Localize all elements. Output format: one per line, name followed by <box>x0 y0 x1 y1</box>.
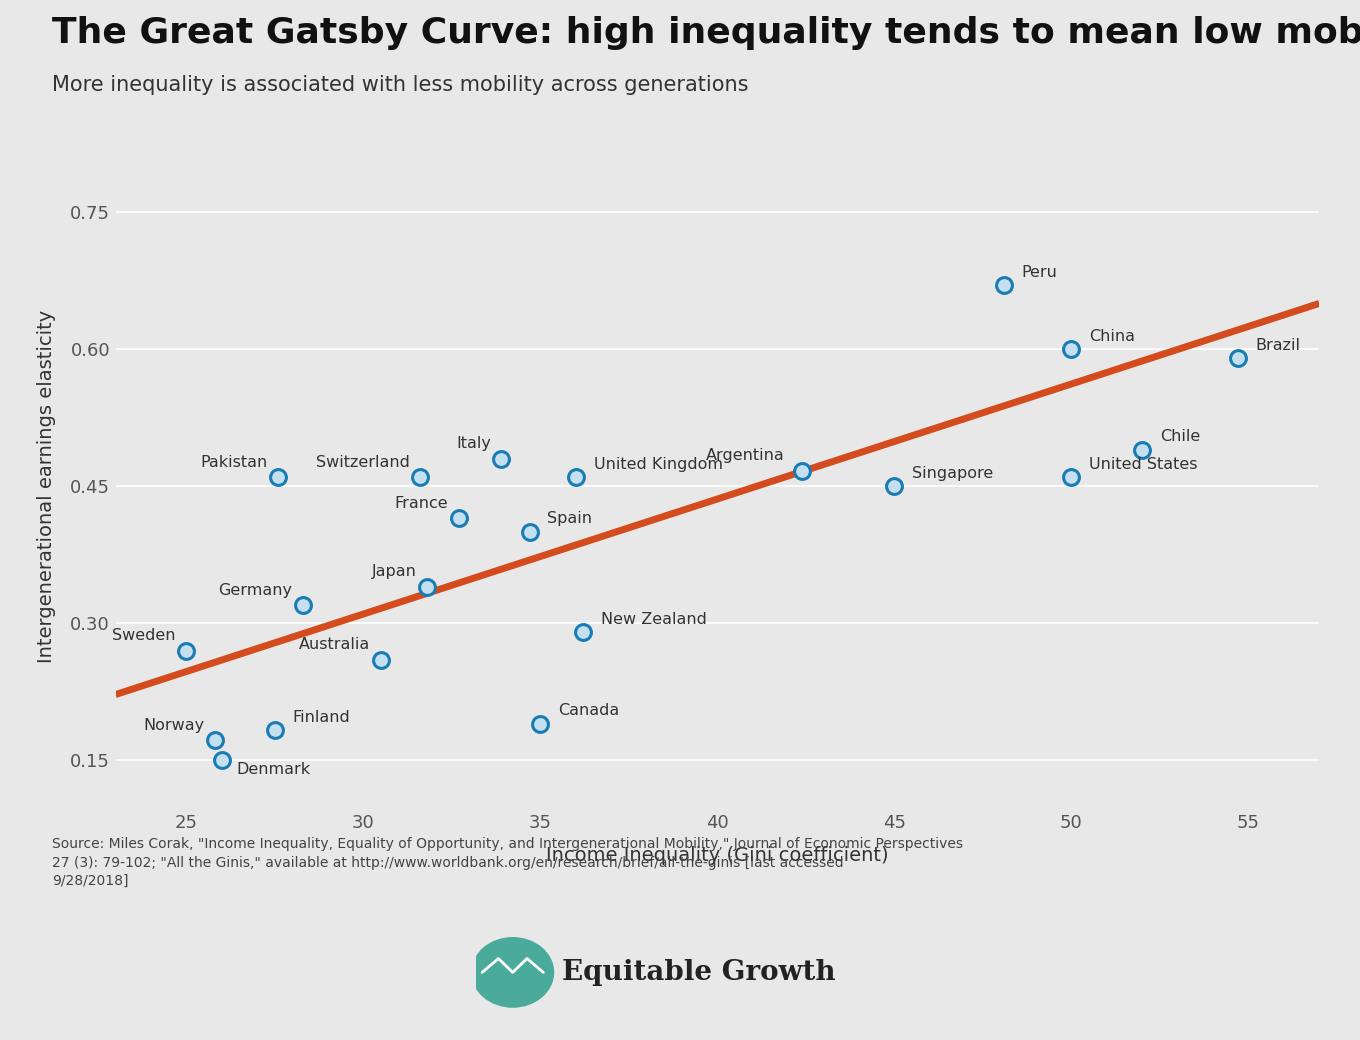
Y-axis label: Intergenerational earnings elasticity: Intergenerational earnings elasticity <box>37 310 56 662</box>
Point <box>573 624 594 641</box>
Point <box>520 523 541 540</box>
Point <box>204 732 226 749</box>
Point <box>1061 341 1083 358</box>
Point <box>416 578 438 595</box>
Point <box>884 478 906 495</box>
Circle shape <box>472 938 554 1007</box>
Text: Norway: Norway <box>143 718 204 733</box>
Text: Switzerland: Switzerland <box>316 454 409 470</box>
Point <box>268 469 290 486</box>
Text: France: France <box>394 496 449 511</box>
Point <box>1227 349 1248 366</box>
Point <box>993 277 1015 293</box>
Text: United States: United States <box>1089 457 1198 471</box>
Text: Finland: Finland <box>292 709 351 725</box>
Text: Singapore: Singapore <box>913 466 993 480</box>
Text: Canada: Canada <box>558 703 619 719</box>
Text: China: China <box>1089 329 1136 343</box>
Text: Argentina: Argentina <box>706 448 785 464</box>
Point <box>564 469 586 486</box>
Text: More inequality is associated with less mobility across generations: More inequality is associated with less … <box>52 75 748 95</box>
Text: Australia: Australia <box>299 638 370 652</box>
Text: Denmark: Denmark <box>235 761 310 777</box>
Point <box>447 510 469 526</box>
Text: United Kingdom: United Kingdom <box>593 457 722 471</box>
Text: New Zealand: New Zealand <box>601 612 706 627</box>
Point <box>175 643 197 659</box>
Text: Brazil: Brazil <box>1255 338 1300 353</box>
Point <box>491 450 513 467</box>
Text: Source: Miles Corak, "Income Inequality, Equality of Opportunity, and Intergener: Source: Miles Corak, "Income Inequality,… <box>52 837 963 888</box>
Point <box>792 463 813 479</box>
Text: Spain: Spain <box>548 512 593 526</box>
Text: Italy: Italy <box>456 437 491 451</box>
Point <box>1061 469 1083 486</box>
Point <box>264 722 286 738</box>
Text: The Great Gatsby Curve: high inequality tends to mean low mobility: The Great Gatsby Curve: high inequality … <box>52 16 1360 50</box>
Point <box>211 752 233 769</box>
Point <box>370 651 392 668</box>
Point <box>292 597 314 614</box>
Text: Peru: Peru <box>1021 265 1058 280</box>
Text: Chile: Chile <box>1160 430 1200 444</box>
Point <box>529 716 551 732</box>
Point <box>409 469 431 486</box>
Text: Pakistan: Pakistan <box>200 454 268 470</box>
Text: Sweden: Sweden <box>113 628 175 644</box>
X-axis label: Income Inequality (Gini coefficient): Income Inequality (Gini coefficient) <box>547 847 888 865</box>
Text: Japan: Japan <box>371 565 416 579</box>
Point <box>1132 441 1153 458</box>
Text: Germany: Germany <box>219 582 292 598</box>
Text: Equitable Growth: Equitable Growth <box>562 959 835 986</box>
